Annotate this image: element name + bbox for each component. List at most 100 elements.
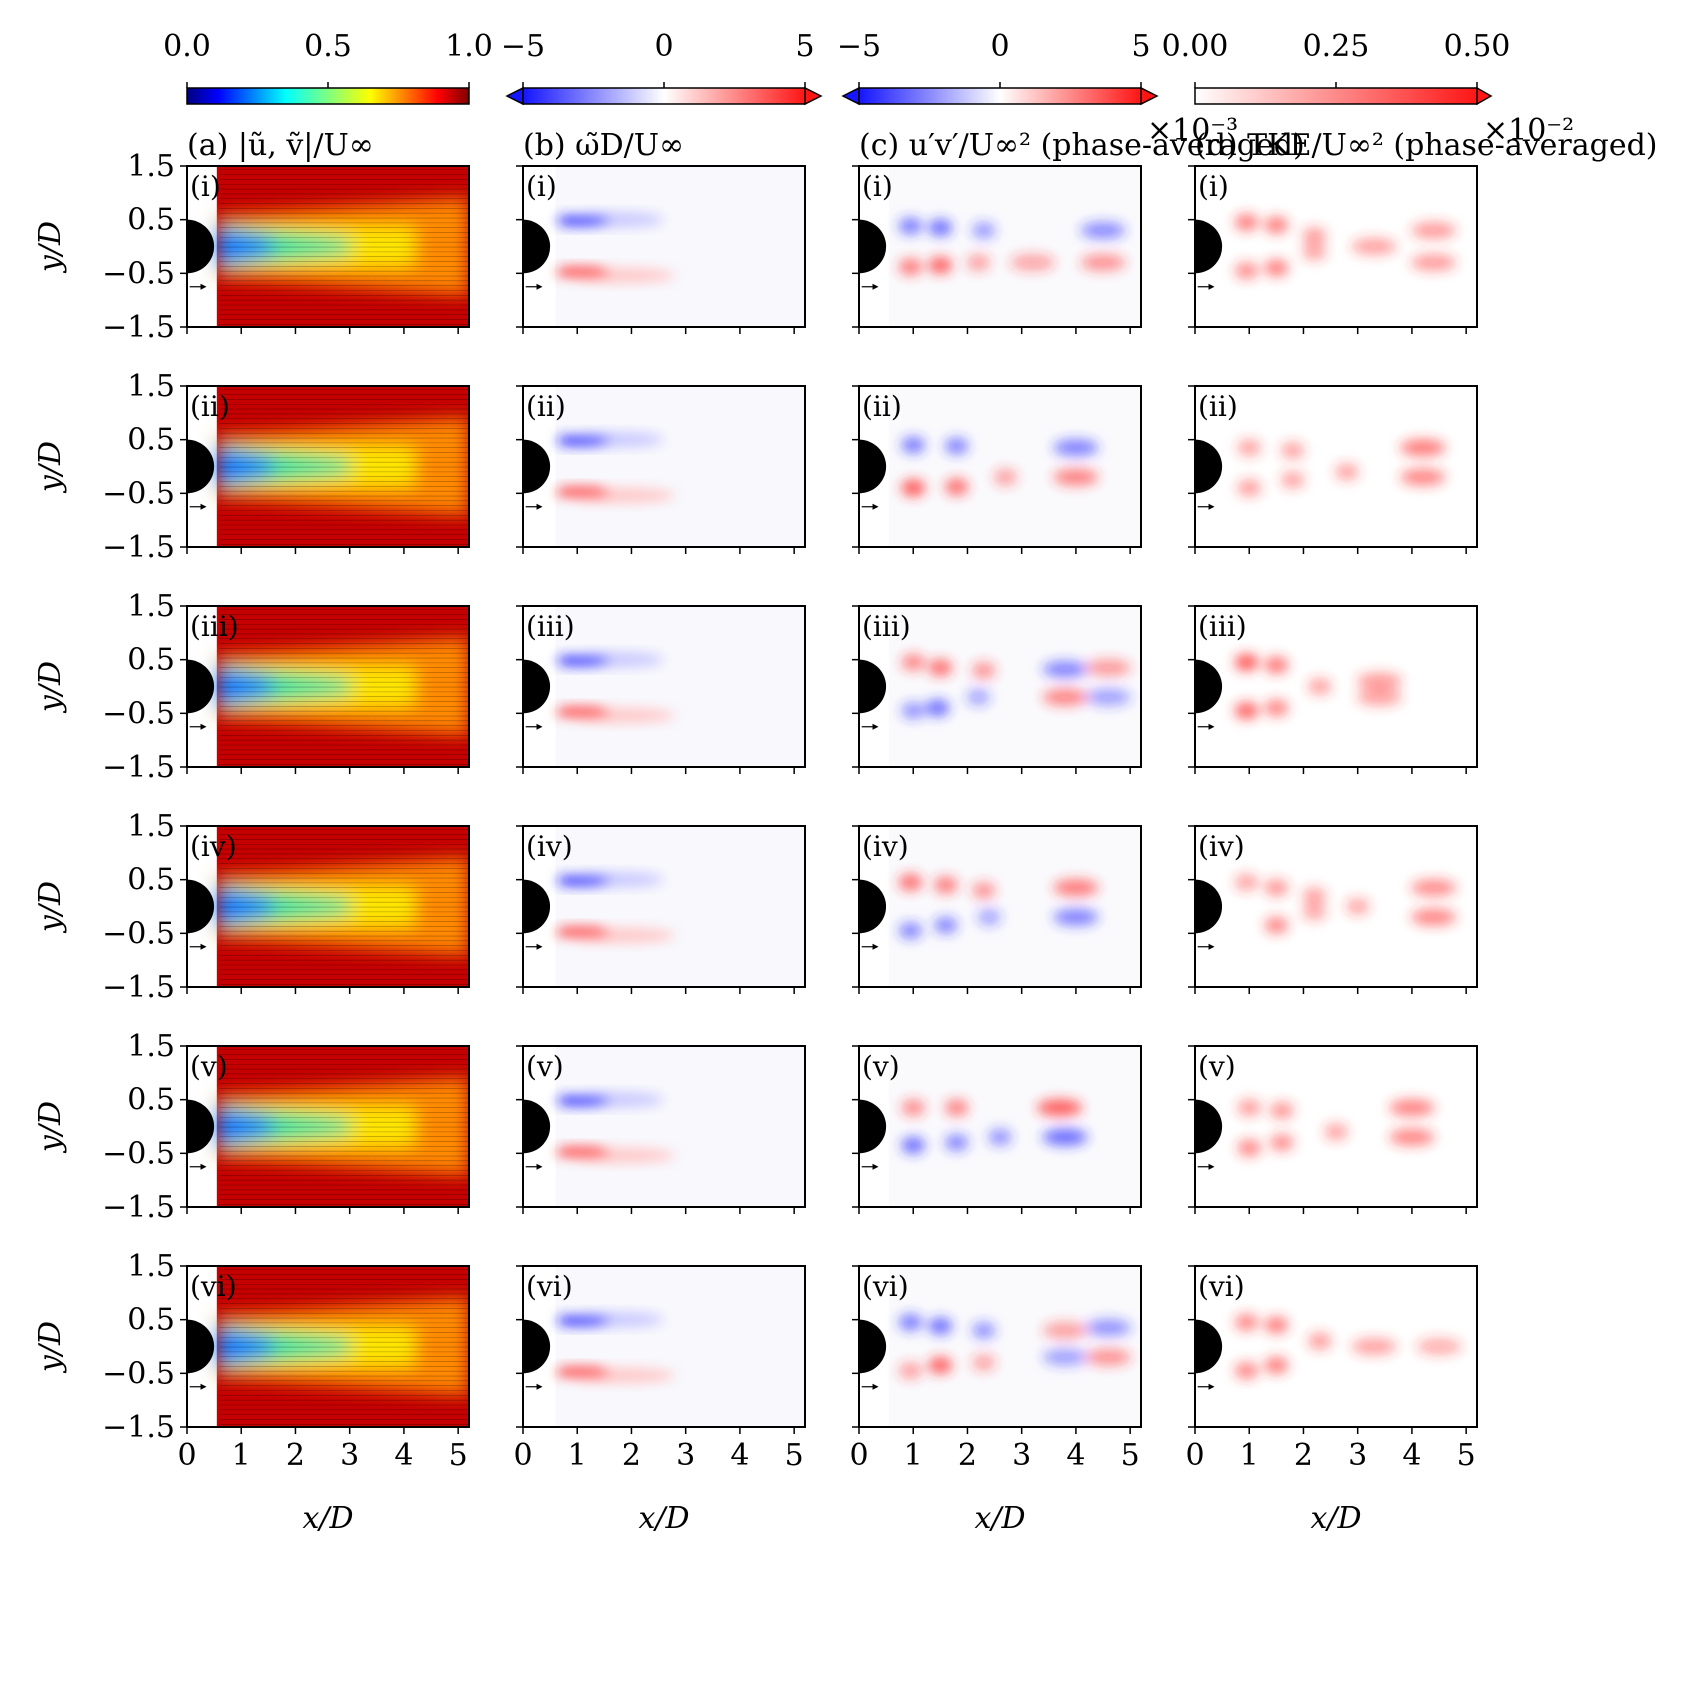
stress-blobs <box>901 436 1099 497</box>
cylinder <box>523 1319 551 1374</box>
colorbars: 0.0 0.5 1.0 (a) |ũ, ṽ|/U∞ −5 0 5 (b) ω̃D/U∞ −5 0 5… <box>163 29 1657 163</box>
panel-field <box>1195 1266 1477 1427</box>
colorbar-extend-low <box>505 86 524 106</box>
panel-frame <box>522 605 806 768</box>
panel-field <box>859 1266 1141 1427</box>
panel-label: (iv) <box>526 830 573 863</box>
panel-field <box>523 1266 805 1427</box>
x-tick-label: 0 <box>1185 1438 1204 1473</box>
field-blob <box>1302 227 1327 245</box>
reference-arrowhead <box>200 723 207 730</box>
wake-inner <box>216 663 350 710</box>
field-blob <box>1302 887 1327 905</box>
field-blob <box>898 1313 923 1331</box>
vorticity-peak <box>557 436 582 446</box>
colorbar-bar <box>522 87 806 105</box>
x-axis-label: x/D <box>302 1501 353 1536</box>
x-axis-label: x/D <box>638 1501 689 1536</box>
wake-inner <box>216 223 350 270</box>
panel-field <box>1195 166 1477 327</box>
field-blob <box>1042 1321 1088 1339</box>
vorticity-peak <box>557 927 582 937</box>
field-blob <box>1264 916 1289 934</box>
panel-label: (i) <box>190 170 221 203</box>
cylinder <box>523 219 551 274</box>
field-blob <box>928 1317 953 1335</box>
panel-frame <box>1194 165 1478 328</box>
wake-core <box>216 227 274 266</box>
colorbar-tick-label: 0 <box>990 29 1009 64</box>
panel-label: (vi) <box>526 1270 573 1303</box>
y-tick-label: −0.5 <box>102 696 175 731</box>
wake <box>216 1298 469 1395</box>
wake-core <box>216 1107 274 1146</box>
y-tick-label: −1.5 <box>102 970 175 1005</box>
cylinder <box>859 439 887 494</box>
tke-blobs <box>1234 213 1457 280</box>
panel-frame <box>858 825 1142 988</box>
field-background <box>888 1266 1141 1427</box>
cylinder <box>1195 879 1223 934</box>
y-tick-label: −1.5 <box>102 310 175 345</box>
field-background <box>555 166 805 327</box>
y-tick-label: −1.5 <box>102 1410 175 1445</box>
panel-label: (iii) <box>190 610 239 643</box>
panel-frame <box>1194 605 1478 768</box>
vorticity-layer <box>557 1366 675 1383</box>
cylinder <box>859 659 887 714</box>
y-axis-label: y/D <box>33 1101 68 1154</box>
panel-label: (ii) <box>190 390 230 423</box>
velocity-vectors <box>219 1269 469 1425</box>
field-blob <box>901 702 926 720</box>
panel-c-3: (iii) <box>852 605 1142 774</box>
panel-d-1: (i) <box>1188 165 1478 334</box>
y-axis-label: y/D <box>33 881 68 934</box>
field-blob <box>928 219 953 237</box>
stress-blobs <box>898 1313 1132 1380</box>
panel-frame <box>858 1265 1142 1428</box>
velocity-vectors <box>219 829 469 985</box>
field-blob <box>971 1354 996 1372</box>
panel-a-6: (vi) 1.5 0.5 −0.5 −1.50 1 2 3 4 5 <box>102 1249 470 1473</box>
colorbar-tick-label: 0.0 <box>163 29 211 64</box>
cylinder <box>523 659 551 714</box>
cylinder <box>859 1099 887 1154</box>
field-blob <box>944 1134 969 1152</box>
tke-blobs <box>1234 653 1403 720</box>
wake <box>216 198 469 295</box>
reference-arrowhead <box>200 943 207 950</box>
colorbar-extend-high <box>804 86 823 106</box>
vorticity-peak <box>557 1316 582 1326</box>
x-tick-label: 0 <box>849 1438 868 1473</box>
panel-field <box>523 826 805 987</box>
field-blob <box>1085 1348 1132 1366</box>
panel-field <box>523 606 805 767</box>
y-tick-label: −1.5 <box>102 530 175 565</box>
panel-d-5: (v) <box>1188 1045 1478 1214</box>
reference-arrowhead <box>872 723 879 730</box>
x-tick-label: 4 <box>1066 1438 1085 1473</box>
panel-field <box>523 166 805 327</box>
field-blob <box>1234 213 1259 231</box>
cylinder <box>187 879 215 934</box>
field-blob <box>1324 1123 1348 1141</box>
vorticity-layer <box>557 266 675 283</box>
reference-arrowhead <box>536 503 543 510</box>
y-tick-label: 1.5 <box>127 149 175 184</box>
vorticity-peak <box>557 876 582 886</box>
panel-frame <box>1194 1265 1478 1428</box>
reference-arrowhead <box>536 1163 543 1170</box>
panel-field <box>1195 826 1477 987</box>
y-tick-label: 0.5 <box>127 863 175 898</box>
x-axis-label: x/D <box>1310 1501 1361 1536</box>
y-tick-label: −0.5 <box>102 1136 175 1171</box>
field-blob <box>901 436 926 454</box>
panel-b-3: (iii) <box>516 605 806 774</box>
x-tick-label: 3 <box>1348 1438 1367 1473</box>
reference-arrowhead <box>536 283 543 290</box>
reference-arrowhead <box>536 943 543 950</box>
panel-b-1: (i) <box>516 165 806 334</box>
x-tick-label: 4 <box>730 1438 749 1473</box>
field-blob <box>1042 688 1088 706</box>
field-blob <box>1334 463 1359 481</box>
